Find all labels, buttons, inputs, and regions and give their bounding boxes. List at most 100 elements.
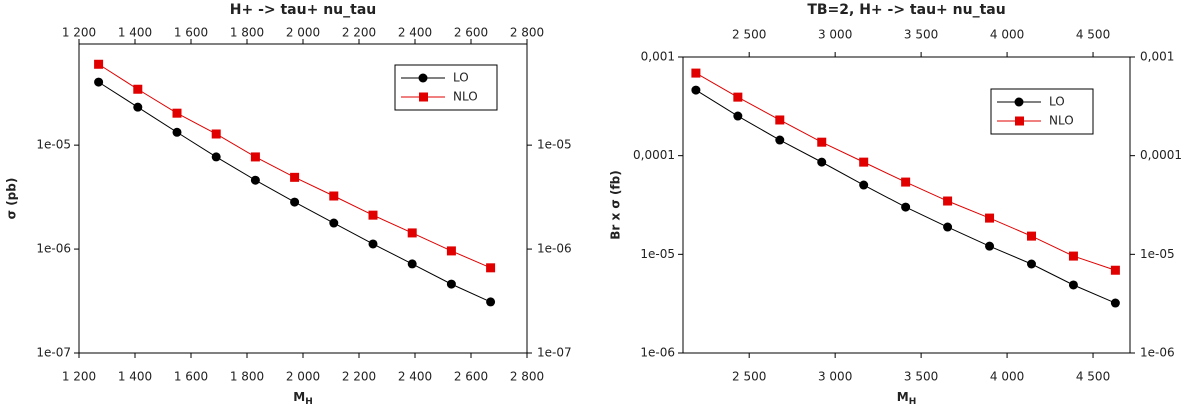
x-tick-label-top: 2 400 — [398, 26, 432, 40]
y-tick-label-right: 1e-05 — [1140, 247, 1175, 261]
x-tick-label: 4 500 — [1076, 370, 1110, 384]
chart-title: TB=2, H+ -> tau+ nu_tau — [807, 2, 1005, 18]
marker — [329, 191, 339, 201]
x-tick-label-top: 2 200 — [342, 26, 376, 40]
x-tick-label: 4 000 — [990, 370, 1024, 384]
x-tick-label-top: 2 500 — [732, 28, 766, 42]
marker — [407, 228, 417, 238]
marker — [1068, 251, 1078, 261]
x-axis-label: MH — [293, 390, 313, 406]
marker — [211, 129, 221, 139]
x-tick-label-top: 1 800 — [230, 26, 264, 40]
legend-label: LO — [453, 71, 469, 85]
marker — [943, 222, 953, 232]
x-tick-label-top: 2 000 — [286, 26, 320, 40]
marker — [486, 263, 496, 273]
y-tick-label-right: 1e-07 — [537, 346, 572, 360]
x-tick-label-top: 3 500 — [904, 28, 938, 42]
marker — [446, 246, 456, 256]
y-axis-label: Br x σ (fb) — [609, 170, 623, 239]
x-tick-label-top: 1 600 — [174, 26, 208, 40]
y-tick-label-right: 0,001 — [1140, 50, 1174, 64]
marker — [775, 115, 785, 125]
marker — [486, 297, 496, 307]
marker — [407, 259, 417, 269]
legend-marker — [1015, 116, 1024, 126]
marker — [943, 196, 953, 206]
marker — [290, 197, 300, 207]
chart-title: H+ -> tau+ nu_tau — [230, 2, 377, 18]
marker — [94, 77, 104, 87]
x-tick-label-top: 3 000 — [818, 28, 852, 42]
x-tick-label: 1 600 — [174, 370, 208, 384]
marker — [368, 239, 378, 249]
marker — [1026, 231, 1036, 241]
x-tick-label-top: 2 600 — [454, 26, 488, 40]
marker — [985, 241, 995, 251]
marker — [211, 152, 221, 162]
x-tick-label-top: 2 800 — [510, 26, 544, 40]
x-tick-label: 1 800 — [230, 370, 264, 384]
x-tick-label: 2 000 — [286, 370, 320, 384]
x-tick-label-top: 4 000 — [990, 28, 1024, 42]
marker — [817, 157, 827, 167]
marker — [250, 152, 260, 162]
marker — [133, 84, 143, 94]
marker — [733, 92, 743, 102]
x-axis-label-sub: H — [305, 397, 313, 406]
marker — [94, 59, 104, 69]
marker — [446, 279, 456, 289]
x-tick-label: 2 600 — [454, 370, 488, 384]
x-tick-label-top: 1 400 — [118, 26, 152, 40]
y-tick-label: 1e-05 — [36, 138, 71, 152]
marker — [691, 85, 701, 95]
legend-marker — [419, 92, 428, 102]
y-tick-label: 0,0001 — [633, 148, 675, 162]
x-tick-label: 1 400 — [118, 370, 152, 384]
y-tick-label-right: 1e-06 — [1140, 346, 1175, 360]
marker — [133, 102, 143, 112]
legend-label: LO — [1049, 95, 1065, 109]
legend-label: NLO — [453, 90, 478, 104]
marker — [1068, 280, 1078, 290]
series-line — [98, 81, 491, 303]
y-tick-label: 0,001 — [641, 50, 675, 64]
y-tick-label-right: 0,0001 — [1140, 148, 1182, 162]
marker — [172, 127, 182, 137]
marker — [1026, 259, 1036, 269]
y-axis-label: σ (pb) — [5, 178, 19, 220]
y-tick-label: 1e-06 — [640, 346, 675, 360]
x-axis-label-main: M — [897, 390, 909, 404]
marker — [250, 175, 260, 185]
marker — [1110, 298, 1120, 308]
marker — [290, 172, 300, 182]
marker — [329, 218, 339, 228]
x-tick-label: 1 200 — [62, 370, 96, 384]
legend-label: NLO — [1049, 114, 1074, 128]
y-tick-label: 1e-05 — [640, 247, 675, 261]
y-tick-label-right: 1e-05 — [537, 138, 572, 152]
legend-marker — [1014, 97, 1024, 107]
legend-marker — [418, 73, 428, 83]
legend-box — [990, 88, 1094, 135]
marker — [775, 135, 785, 145]
marker — [859, 180, 869, 190]
x-tick-label: 2 400 — [398, 370, 432, 384]
marker — [901, 202, 911, 212]
marker — [172, 108, 182, 118]
y-tick-label: 1e-07 — [36, 346, 71, 360]
x-tick-label: 2 500 — [732, 370, 766, 384]
x-tick-label-top: 4 500 — [1076, 28, 1110, 42]
plot-frame — [682, 56, 1131, 354]
marker — [691, 68, 701, 78]
x-tick-label: 2 200 — [342, 370, 376, 384]
x-axis-label-sub: H — [909, 397, 917, 406]
x-tick-label-top: 1 200 — [62, 26, 96, 40]
legend-box — [394, 64, 498, 111]
marker — [1110, 265, 1120, 275]
x-axis-label-main: M — [293, 390, 305, 404]
marker — [985, 213, 995, 223]
marker — [368, 210, 378, 220]
x-tick-label: 2 800 — [510, 370, 544, 384]
